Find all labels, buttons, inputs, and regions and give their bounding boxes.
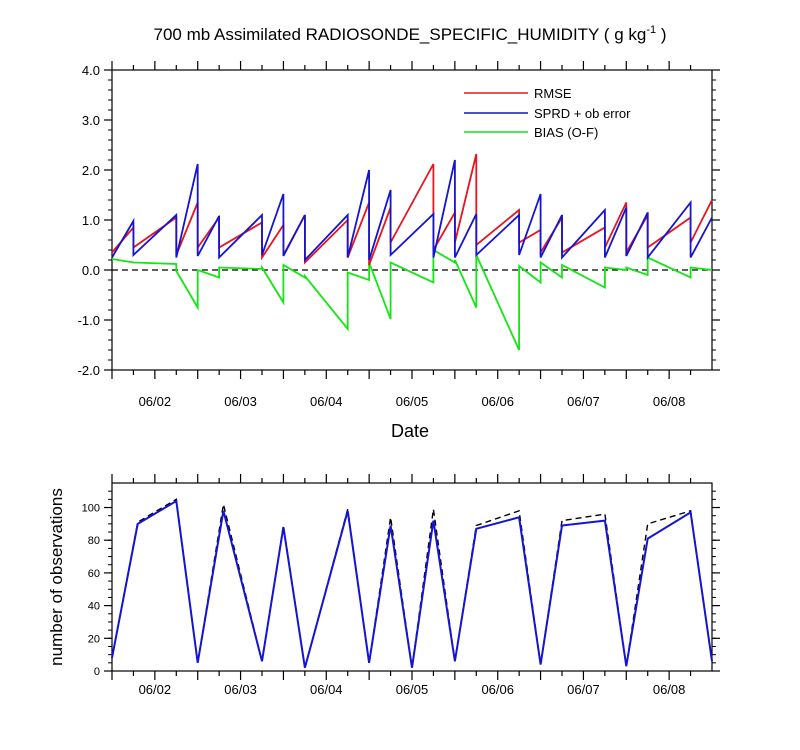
bottom-ytick-label: 80	[88, 535, 100, 547]
xtick-label: 06/05	[396, 394, 429, 409]
bottom-ytick-label: 100	[82, 503, 100, 515]
top-ytick-label: -1.0	[78, 313, 100, 328]
y-axis-label-bottom: number of observations	[47, 488, 66, 666]
bottom-ytick-label: 0	[94, 666, 100, 678]
top-ytick-label: 1.0	[82, 213, 100, 228]
xtick-label: 06/06	[481, 394, 514, 409]
xtick-label: 06/03	[224, 394, 257, 409]
bottom-axis-ticks: 0 20 40 60 80 100 06/02 06/03 06/04 06/05 06/06 06/…	[82, 474, 720, 697]
xtick-label: 06/04	[310, 394, 343, 409]
top-ytick-label: 3.0	[82, 113, 100, 128]
top-ytick-label: 4.0	[82, 63, 100, 78]
xtick-label: 06/02	[139, 682, 172, 697]
xtick-label: 06/02	[139, 394, 172, 409]
top-ytick-label: 0.0	[82, 263, 100, 278]
chart-title: 700 mb Assimilated RADIOSONDE_SPECIFIC_H…	[154, 24, 667, 44]
xtick-label: 06/06	[481, 682, 514, 697]
xtick-label: 06/07	[567, 682, 600, 697]
top-ytick-label: 2.0	[82, 163, 100, 178]
legend-label-bias: BIAS (O-F)	[534, 125, 598, 140]
xtick-label: 06/07	[567, 394, 600, 409]
bottom-ytick-label: 40	[88, 601, 100, 613]
top-plot: -2.0 -1.0 0.0 1.0 2.0 3.0 4.0 06/02 06/03 06/04 06…	[78, 61, 720, 409]
bias-line	[111, 248, 713, 351]
top-series	[111, 153, 713, 351]
top-axis-ticks: -2.0 -1.0 0.0 1.0 2.0 3.0 4.0 06/02 06/03 06/04 06…	[78, 61, 720, 409]
bottom-plot: 0 20 40 60 80 100 06/02 06/03 06/04 06/05 06/06 06/…	[82, 474, 720, 697]
xtick-label: 06/08	[653, 394, 686, 409]
xtick-label: 06/08	[653, 682, 686, 697]
legend-label-sprd: SPRD + ob error	[534, 106, 631, 121]
top-ytick-label: -2.0	[78, 363, 100, 378]
used-observations-line	[111, 499, 713, 668]
bottom-series	[111, 498, 713, 668]
x-axis-label: Date	[391, 421, 429, 441]
bottom-ytick-label: 60	[88, 568, 100, 580]
xtick-label: 06/03	[224, 682, 257, 697]
xtick-label: 06/05	[396, 682, 429, 697]
bottom-ytick-label: 20	[88, 633, 100, 645]
xtick-label: 06/04	[310, 682, 343, 697]
legend: RMSE SPRD + ob error BIAS (O-F)	[464, 86, 631, 140]
legend-label-rmse: RMSE	[534, 86, 572, 101]
sprd-line	[111, 159, 713, 263]
